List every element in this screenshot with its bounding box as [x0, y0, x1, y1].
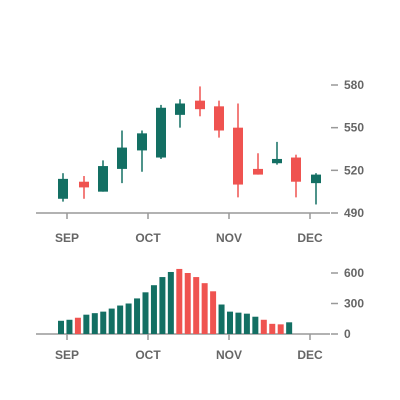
candle-body	[98, 166, 108, 192]
volume-bar	[125, 303, 132, 334]
volume-bar	[167, 271, 174, 334]
volume-bar	[58, 320, 64, 334]
volume-bar	[227, 311, 233, 334]
volume-bar	[269, 323, 276, 334]
volume-y-tick-label: 300	[344, 297, 364, 311]
volume-bar	[108, 308, 115, 334]
candle-body	[291, 157, 301, 182]
volume-bar	[117, 305, 124, 334]
volume-x-tick-label: NOV	[216, 348, 242, 362]
candle-x-tick-label: SEP	[55, 231, 79, 245]
candle-body	[233, 127, 243, 185]
candle-y-tick-label: 490	[344, 206, 364, 220]
candle-body	[156, 107, 166, 158]
volume-bar	[201, 283, 208, 334]
candle-y-tick-label: 580	[344, 78, 364, 92]
volume-bar	[100, 311, 107, 334]
candle-y-tick-label: 550	[344, 121, 364, 135]
candle-body	[137, 133, 147, 151]
candle-y-tick-label: 520	[344, 163, 364, 177]
volume-y-tick-label: 600	[344, 266, 364, 280]
candle-body	[253, 168, 263, 175]
volume-bar	[218, 304, 225, 334]
volume-bar	[74, 317, 81, 334]
volume-y-tick-label: 0	[344, 327, 351, 341]
volume-bar	[150, 285, 157, 334]
volume-bar	[83, 314, 90, 334]
volume-bar	[91, 313, 98, 334]
candle-body	[175, 103, 185, 115]
candle-body	[58, 178, 68, 199]
candle-x-tick-label: NOV	[216, 231, 242, 245]
volume-bar	[142, 292, 149, 334]
volume-bar	[277, 324, 284, 334]
candle-body	[311, 174, 321, 184]
volume-bar	[252, 316, 259, 334]
volume-bar	[176, 268, 183, 334]
volume-bar	[235, 312, 242, 334]
volume-bar	[210, 291, 217, 334]
candle-x-tick-label: OCT	[135, 231, 161, 245]
candle-body	[214, 106, 224, 131]
volume-bar	[159, 277, 166, 334]
volume-x-tick-label: DEC	[297, 348, 323, 362]
candle-x-tick-label: DEC	[297, 231, 323, 245]
candle-body	[79, 181, 89, 188]
volume-bar	[260, 319, 267, 334]
candle-body	[117, 147, 127, 169]
volume-bar	[66, 319, 73, 334]
volume-bar	[184, 273, 191, 334]
volume-bar	[243, 313, 250, 334]
volume-bar	[286, 322, 293, 334]
candle-body	[195, 100, 205, 110]
volume-x-tick-label: SEP	[55, 348, 79, 362]
volume-bar	[193, 277, 200, 334]
volume-bar	[134, 298, 141, 334]
candle-body	[272, 158, 282, 164]
volume-x-tick-label: OCT	[135, 348, 161, 362]
